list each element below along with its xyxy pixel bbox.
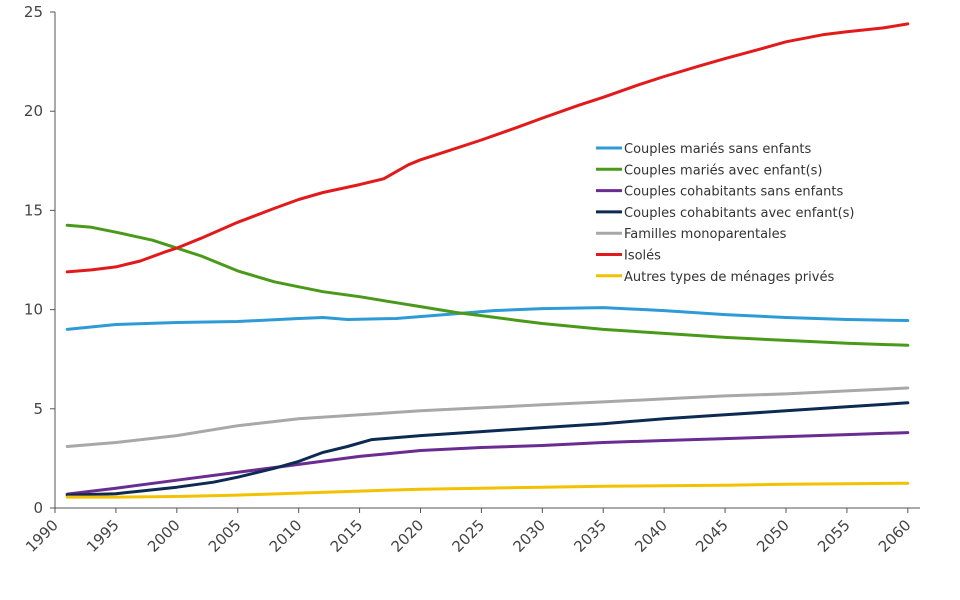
x-tick-label: 2060 (875, 516, 915, 556)
x-tick-label: 2000 (144, 516, 184, 556)
series-line-6 (65, 22, 910, 274)
x-tick-label: 2005 (205, 516, 245, 556)
legend-label-7: Autres types de ménages privés (624, 270, 834, 285)
y-tick-label: 25 (24, 3, 43, 21)
legend-label-3: Couples cohabitants sans enfants (624, 185, 844, 200)
x-tick-label: 2055 (814, 516, 854, 556)
x-tick-label: 2035 (570, 516, 610, 556)
y-tick-label: 0 (33, 499, 43, 517)
x-tick-label: 2040 (631, 516, 671, 556)
x-tick-label: 2020 (388, 516, 428, 556)
legend-label-5: Familles monoparentales (624, 227, 787, 242)
series-line-7 (65, 481, 910, 499)
x-tick-label: 2050 (753, 516, 793, 556)
x-tick-label: 2010 (266, 516, 306, 556)
x-tick-label: 2030 (509, 516, 549, 556)
x-tick-label: 1990 (22, 516, 62, 556)
legend-label-4: Couples cohabitants avec enfant(s) (624, 206, 854, 221)
x-tick-label: 2045 (692, 516, 732, 556)
legend-label-1: Couples mariés sans enfants (624, 142, 812, 157)
series-line-1 (65, 306, 910, 331)
series-line-2 (65, 223, 910, 347)
series-lines (65, 22, 910, 499)
series-line-5 (65, 386, 910, 448)
legend-label-6: Isolés (624, 249, 661, 264)
legend-label-2: Couples mariés avec enfant(s) (624, 163, 823, 178)
series-line-4 (65, 401, 910, 497)
y-tick-label: 10 (24, 301, 43, 319)
x-tick-label: 1995 (83, 516, 123, 556)
legend: Couples mariés sans enfants Couples marié… (596, 142, 854, 285)
x-tick-label: 2015 (327, 516, 367, 556)
x-tick-label: 2025 (449, 516, 489, 556)
y-tick-label: 5 (33, 400, 43, 418)
y-tick-label: 20 (24, 102, 43, 120)
series-line-3 (65, 431, 910, 496)
y-tick-label: 15 (24, 201, 43, 219)
